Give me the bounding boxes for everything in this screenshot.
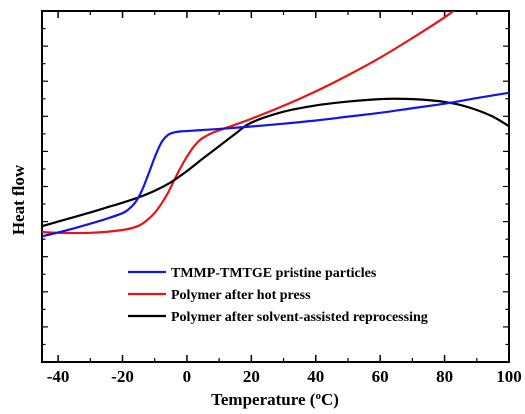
series-line-polymer-after-hot-press <box>42 11 456 235</box>
x-tick-label: -20 <box>111 367 134 386</box>
x-tick-label: 80 <box>436 367 453 386</box>
x-tick-label: 100 <box>496 367 522 386</box>
legend-label-polymer-after-hot-press: Polymer after hot press <box>171 288 311 303</box>
legend-label-polymer-after-solvent-assisted-reprocessing: Polymer after solvent-assisted reprocess… <box>171 310 428 325</box>
series-layer <box>42 11 509 238</box>
x-axis-ticks: -40 -20 0 20 40 60 80 100 <box>47 11 522 386</box>
legend-label-tmmp-tmtge-pristine-particles: TMMP-TMTGE pristine particles <box>171 266 377 281</box>
x-axis-title: Temperature (oC) <box>211 390 339 409</box>
x-tick-label: -40 <box>47 367 70 386</box>
x-tick-label: 20 <box>243 367 260 386</box>
legend: TMMP-TMTGE pristine particles Polymer af… <box>128 266 428 325</box>
x-tick-label: 40 <box>307 367 324 386</box>
series-line-polymer-after-solvent-assisted-reprocessing <box>42 97 509 228</box>
x-tick-label: 60 <box>372 367 389 386</box>
series-line-tmmp-tmtge-pristine-particles <box>42 91 509 238</box>
x-tick-label: 0 <box>183 367 192 386</box>
y-axis-ticks <box>42 10 509 363</box>
y-axis-title: Heat flow <box>9 164 28 235</box>
